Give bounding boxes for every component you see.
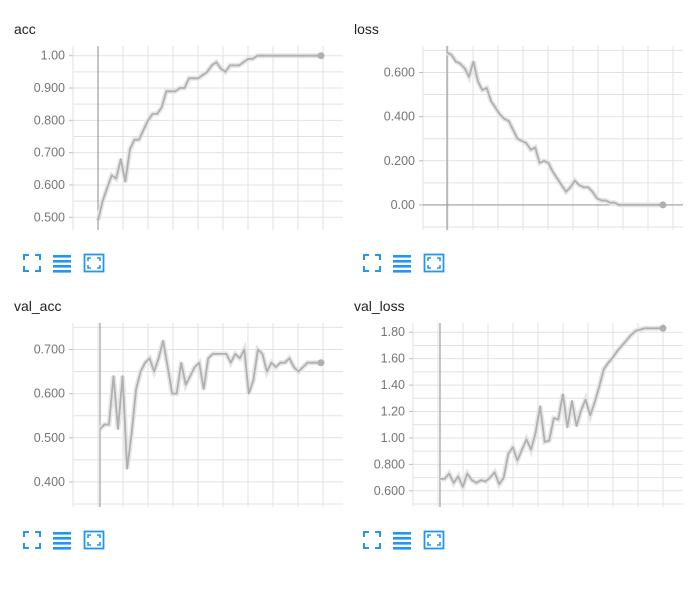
fit-domain-icon[interactable] bbox=[21, 252, 43, 274]
y-tick-label: 1.60 bbox=[381, 352, 405, 366]
y-tick-label: 0.500 bbox=[34, 431, 65, 445]
y-tick-label: 0.600 bbox=[34, 387, 65, 401]
chart-plot-val-acc: 0.400 0.500 0.600 0.700 bbox=[34, 323, 343, 507]
series-end-point bbox=[317, 52, 325, 60]
chart-title: val_acc bbox=[14, 298, 62, 314]
series-line bbox=[99, 339, 321, 470]
log-scale-icon[interactable] bbox=[51, 529, 73, 551]
series-smoothing-band bbox=[95, 53, 321, 222]
expand-icon[interactable] bbox=[83, 252, 105, 274]
y-tick-label: 0.00 bbox=[391, 198, 415, 212]
chart-title: loss bbox=[354, 21, 379, 37]
y-tick-label: 0.200 bbox=[384, 154, 415, 168]
log-scale-icon[interactable] bbox=[51, 252, 73, 274]
y-tick-label: 0.600 bbox=[34, 178, 65, 192]
y-tick-label: 0.700 bbox=[34, 342, 65, 356]
log-scale-icon[interactable] bbox=[391, 252, 413, 274]
y-tick-label: 1.80 bbox=[381, 325, 405, 339]
expand-icon[interactable] bbox=[423, 529, 445, 551]
expand-icon[interactable] bbox=[423, 252, 445, 274]
log-scale-icon[interactable] bbox=[391, 529, 413, 551]
y-tick-label: 0.900 bbox=[34, 81, 65, 95]
chart-panel-acc: acc 0.500 0.600 0.700 0.800 0.900 1.00 bbox=[3, 16, 343, 286]
chart-panel-val-acc: val_acc 0.400 0.500 0.600 0.700 bbox=[3, 293, 343, 563]
series-end-point bbox=[659, 324, 667, 332]
y-tick-label: 0.600 bbox=[384, 65, 415, 79]
series-smoothing-band bbox=[440, 325, 663, 494]
series-end-point bbox=[659, 201, 667, 209]
chart-panel-val-loss: val_loss 0.600 0.800 1.00 1.20 1.40 1.60 1.80 bbox=[343, 293, 683, 563]
y-tick-label: 0.400 bbox=[34, 475, 65, 489]
series-line bbox=[97, 54, 321, 221]
series-smoothing-band bbox=[445, 50, 663, 208]
chart-panel-loss: loss 0.00 0.200 0.400 0.600 bbox=[343, 16, 683, 286]
series-end-point bbox=[317, 359, 325, 367]
y-tick-label: 1.40 bbox=[381, 378, 405, 392]
fit-domain-icon[interactable] bbox=[361, 529, 383, 551]
y-tick-label: 0.400 bbox=[384, 110, 415, 124]
y-tick-label: 0.800 bbox=[374, 457, 405, 471]
series-line bbox=[440, 327, 663, 488]
chart-title: val_loss bbox=[354, 298, 405, 314]
chart-plot-val-loss: 0.600 0.800 1.00 1.20 1.40 1.60 1.80 bbox=[374, 323, 683, 507]
chart-plot-loss: 0.00 0.200 0.400 0.600 bbox=[384, 46, 683, 230]
chart-title: acc bbox=[14, 21, 36, 37]
y-tick-label: 1.20 bbox=[381, 405, 405, 419]
y-tick-label: 0.700 bbox=[34, 146, 65, 160]
y-tick-label: 0.500 bbox=[34, 210, 65, 224]
y-tick-label: 1.00 bbox=[41, 49, 65, 63]
fit-domain-icon[interactable] bbox=[21, 529, 43, 551]
y-tick-label: 0.800 bbox=[34, 113, 65, 127]
series-line bbox=[446, 51, 663, 206]
y-tick-label: 0.600 bbox=[374, 484, 405, 498]
chart-plot-acc: 0.500 0.600 0.700 0.800 0.900 1.00 bbox=[34, 46, 343, 230]
fit-domain-icon[interactable] bbox=[361, 252, 383, 274]
expand-icon[interactable] bbox=[83, 529, 105, 551]
y-tick-label: 1.00 bbox=[381, 431, 405, 445]
